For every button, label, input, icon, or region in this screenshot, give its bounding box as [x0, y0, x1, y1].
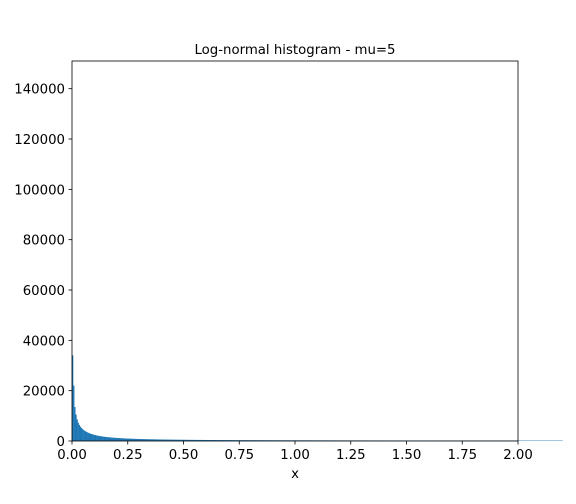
y-tick-label: 40000 — [23, 334, 65, 349]
x-tick-label: 1.25 — [336, 448, 366, 463]
plot-frame — [72, 61, 518, 441]
y-tick-label: 100000 — [14, 183, 65, 198]
y-tick-label: 140000 — [14, 83, 65, 98]
y-tick-label: 120000 — [14, 133, 65, 148]
y-tick-label: 20000 — [23, 385, 65, 400]
x-axis-label: x — [291, 467, 299, 482]
y-tick-label: 0 — [57, 435, 65, 450]
y-tick-label: 80000 — [23, 234, 65, 249]
x-tick-label: 1.75 — [447, 448, 477, 463]
x-tick-label: 0.25 — [113, 448, 143, 463]
x-tick-label: 0.00 — [57, 448, 87, 463]
x-tick-label: 1.00 — [280, 448, 310, 463]
x-tick-label: 0.75 — [224, 448, 254, 463]
chart-title: Log-normal histogram - mu=5 — [194, 43, 395, 58]
x-axis-ticks: 0.00 0.25 0.50 0.75 1.00 1.25 1.50 1.75 2.00 — [57, 441, 533, 463]
x-tick-label: 1.50 — [392, 448, 422, 463]
x-tick-label: 2.00 — [503, 448, 533, 463]
y-tick-label: 60000 — [23, 284, 65, 299]
x-tick-label: 0.50 — [169, 448, 199, 463]
y-axis-ticks: 0 20000 40000 60000 80000 100000 120000 140000 — [14, 83, 72, 450]
histogram-bars — [72, 355, 563, 441]
